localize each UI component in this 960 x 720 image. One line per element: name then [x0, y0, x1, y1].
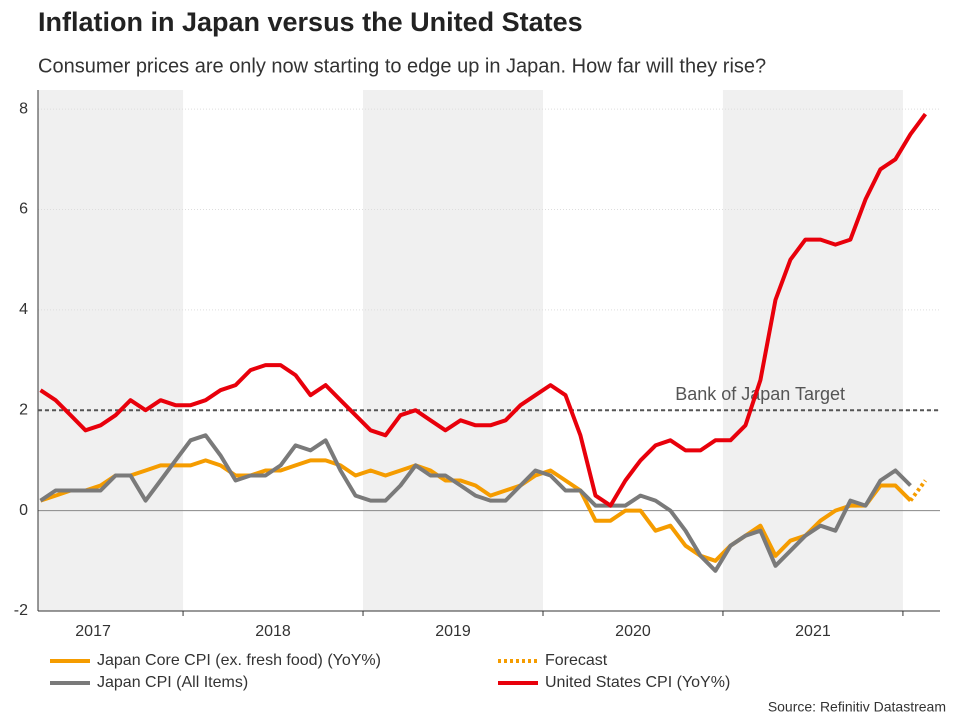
year-band: [363, 90, 543, 611]
chart-subtitle: Consumer prices are only now starting to…: [38, 55, 766, 77]
source: Source: Refinitiv Datastream: [768, 699, 946, 715]
y-tick-label: 6: [19, 201, 28, 218]
y-tick-label: 0: [19, 502, 28, 519]
year-band: [722, 90, 903, 611]
legend-label: Forecast: [545, 652, 608, 669]
x-tick-label: 2019: [435, 623, 471, 640]
target-label: Bank of Japan Target: [675, 384, 845, 404]
x-tick-label: 2020: [615, 623, 651, 640]
series-line: [39, 458, 912, 563]
y-tick-label: -2: [14, 602, 28, 619]
series-line: [39, 112, 928, 508]
legend-label: Japan Core CPI (ex. fresh food) (YoY%): [97, 652, 381, 669]
legend-label: United States CPI (YoY%): [545, 674, 730, 691]
series-line: [908, 479, 928, 502]
chart-title: Inflation in Japan versus the United Sta…: [38, 7, 583, 37]
y-tick-label: 2: [19, 401, 28, 418]
year-band: [38, 90, 184, 611]
x-tick-label: 2017: [75, 623, 111, 640]
y-tick-label: 4: [19, 301, 28, 318]
legend-label: Japan CPI (All Items): [97, 674, 248, 691]
series-line: [39, 433, 912, 573]
x-tick-label: 2021: [795, 623, 831, 640]
y-tick-label: 8: [19, 100, 28, 117]
x-tick-label: 2018: [255, 623, 291, 640]
